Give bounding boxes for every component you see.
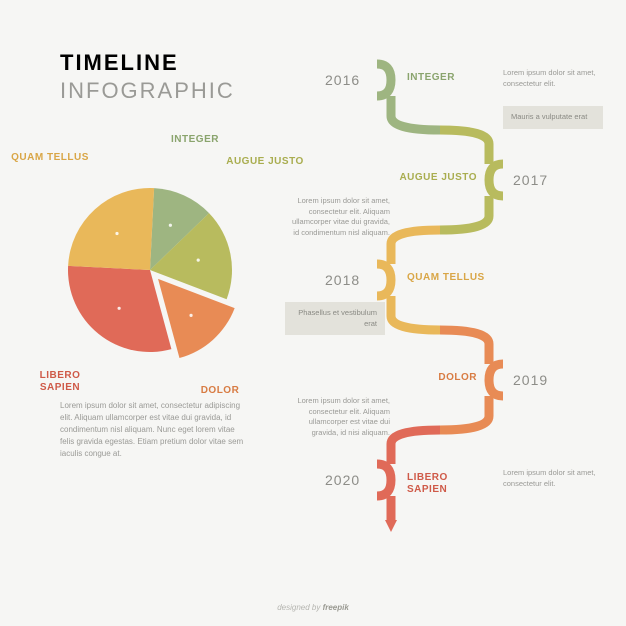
pie-slice-label: AUGUE JUSTO	[225, 156, 305, 168]
timeline-spine-segment	[377, 464, 391, 496]
credit-line: designed by freepik	[0, 603, 626, 612]
credit-prefix: designed by	[277, 603, 322, 612]
timeline: 2016 INTEGER Lorem ipsum dolor sit amet, c…	[305, 55, 605, 565]
title-block: TIMELINE INFOGRAPHIC	[60, 50, 235, 104]
pie-slice-label: LIBERO SAPIEN	[20, 370, 100, 394]
timeline-year: 2016	[325, 72, 360, 88]
timeline-spine-segment	[440, 196, 489, 230]
timeline-desc: Lorem ipsum dolor sit amet, consectetur …	[285, 196, 390, 238]
timeline-label: LIBERO SAPIEN	[407, 472, 487, 496]
pie-slice-label: DOLOR	[180, 385, 260, 397]
timeline-callout-box: Phasellus et vestibulum erat	[285, 302, 385, 335]
pie-description: Lorem ipsum dolor sit amet, consectetur …	[60, 400, 250, 460]
pie-slice	[68, 188, 154, 270]
timeline-spine-segment	[489, 364, 503, 396]
timeline-spine-segment	[377, 264, 391, 296]
pie-slice-label: INTEGER	[155, 134, 235, 146]
timeline-year: 2020	[325, 472, 360, 488]
timeline-spine-segment	[391, 296, 440, 330]
credit-brand: freepik	[323, 603, 349, 612]
title-main: TIMELINE	[60, 50, 235, 76]
timeline-spine-segment	[440, 396, 489, 430]
timeline-year: 2019	[513, 372, 548, 388]
timeline-spine-segment	[391, 96, 440, 130]
timeline-desc: Lorem ipsum dolor sit amet, consectetur …	[503, 68, 603, 89]
timeline-year: 2017	[513, 172, 548, 188]
timeline-spine-segment	[440, 130, 489, 164]
pie-slice-label: QUAM TELLUS	[10, 152, 90, 164]
title-sub: INFOGRAPHIC	[60, 78, 235, 104]
timeline-spine-segment	[391, 430, 440, 464]
timeline-year: 2018	[325, 272, 360, 288]
timeline-spine-segment	[377, 64, 391, 96]
timeline-callout-box: Mauris a vulputate erat	[503, 106, 603, 129]
timeline-label: DOLOR	[397, 372, 477, 384]
timeline-label: AUGUE JUSTO	[397, 172, 477, 184]
timeline-label: QUAM TELLUS	[407, 272, 487, 284]
timeline-spine-segment	[440, 330, 489, 364]
timeline-spine-segment	[489, 164, 503, 196]
timeline-spine-segment	[391, 230, 440, 264]
timeline-desc: Lorem ipsum dolor sit amet, consectetur …	[503, 468, 603, 489]
pie-chart: INTEGERAUGUE JUSTODOLORLIBERO SAPIENQUAM…	[50, 170, 250, 370]
timeline-desc: Lorem ipsum dolor sit amet, consectetur …	[285, 396, 390, 438]
timeline-label: INTEGER	[407, 72, 487, 84]
